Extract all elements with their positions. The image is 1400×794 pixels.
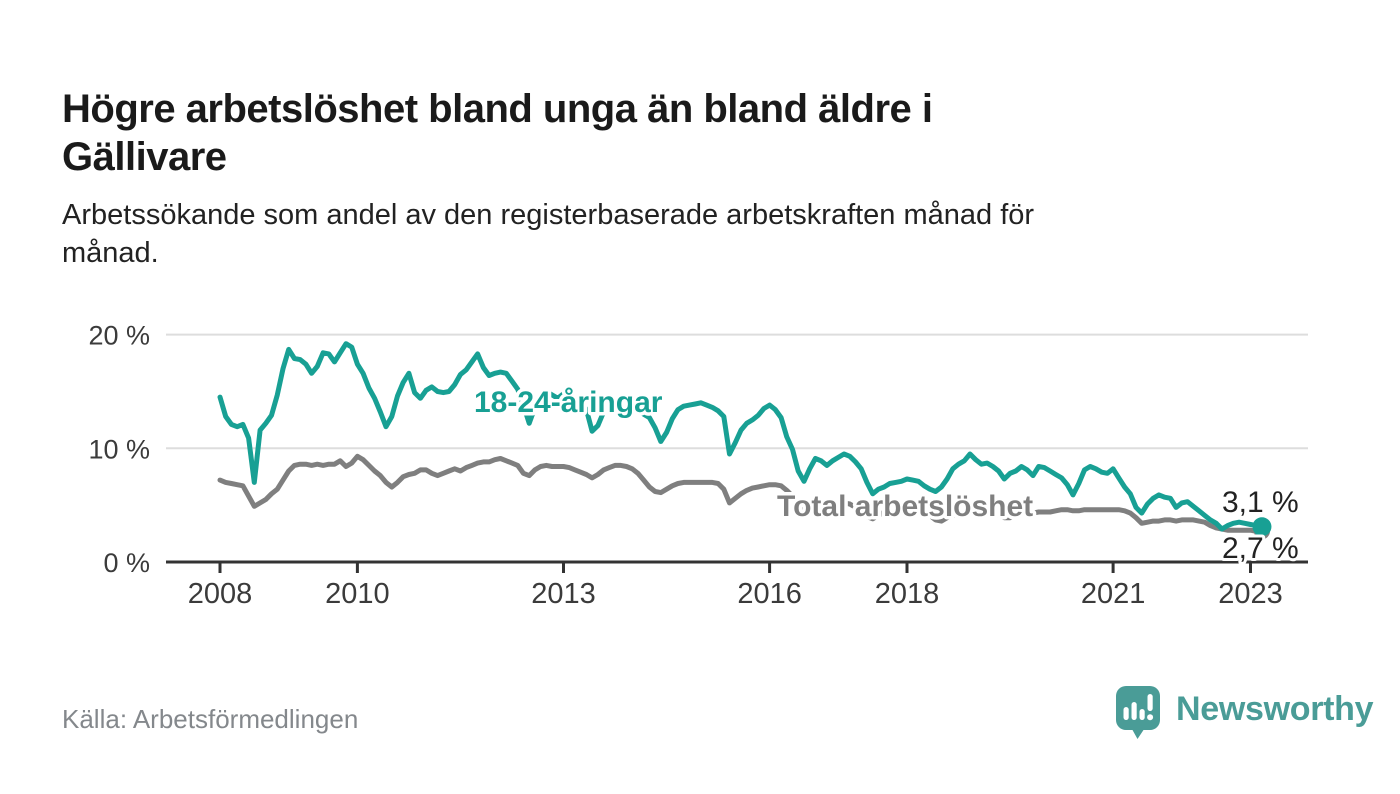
unemployment-line-chart: 0 % 10 % 20 % 2008 2010 2013 2016 2018 2021 2023 1… xyxy=(88,321,1308,610)
x-axis-label: 2018 xyxy=(875,578,940,610)
chart-subtitle: Arbetssökande som andel av den registerb… xyxy=(62,196,1322,272)
x-axis-label: 2008 xyxy=(188,578,253,610)
series-inline-label-youth-18-24: 18-24-åringar xyxy=(474,386,663,419)
y-axis-label: 0 % xyxy=(103,548,150,578)
page-title-line-1: Högre arbetslöshet bland unga än bland ä… xyxy=(62,86,933,131)
y-axis-label: 20 % xyxy=(88,321,150,351)
series-end-value-label-total: 2,7 % xyxy=(1222,532,1299,565)
page-title: Högre arbetslöshet bland unga än bland ä… xyxy=(62,85,1322,181)
chart-subtitle-line-2: månad. xyxy=(62,237,159,269)
x-axis-label: 2010 xyxy=(325,578,390,610)
x-axis-label: 2013 xyxy=(531,578,596,610)
x-axis-label: 2016 xyxy=(737,578,802,610)
source-caption: Källa: Arbetsförmedlingen xyxy=(62,704,359,734)
page-title-line-2: Gällivare xyxy=(62,134,227,179)
logo-bar-2 xyxy=(1131,702,1137,720)
newsworthy-pin-icon xyxy=(1116,686,1160,739)
series-line-total xyxy=(217,453,1265,534)
newsworthy-logo: Newsworthy xyxy=(1113,684,1374,740)
series-line-youth-18-24 xyxy=(217,341,1265,532)
logo-exclamation-bar xyxy=(1147,694,1153,711)
series-inline-label-total: Total arbetslöshet xyxy=(777,490,1033,523)
logo-exclamation-dot xyxy=(1147,714,1154,721)
series-end-dot-youth-18-24 xyxy=(1252,517,1272,537)
chart-subtitle-line-1: Arbetssökande som andel av den registerb… xyxy=(62,199,1035,231)
x-axis-label: 2021 xyxy=(1081,578,1146,610)
logo-bar-3 xyxy=(1139,709,1145,720)
newsworthy-logo-text: Newsworthy xyxy=(1176,690,1374,728)
logo-bar-1 xyxy=(1123,707,1129,720)
series-end-value-label-youth-18-24: 3,1 % xyxy=(1222,486,1299,519)
x-axis-label: 2023 xyxy=(1218,578,1283,610)
y-axis-label: 10 % xyxy=(88,434,150,464)
